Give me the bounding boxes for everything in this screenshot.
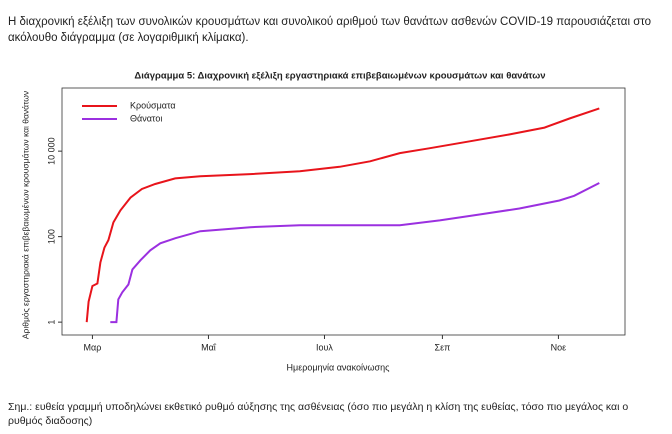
x-tick-label: Ιουλ — [316, 342, 333, 352]
x-tick-label: Μαρ — [84, 342, 102, 352]
x-tick-label: Νοε — [551, 342, 567, 352]
y-tick-label: 1 — [46, 320, 56, 325]
chart-title: Διάγραμμα 5: Διαχρονική εξέλιξη εργαστηρ… — [134, 71, 545, 82]
intro-text: Η διαχρονική εξέλιξη των συνολικών κρουσ… — [8, 16, 652, 44]
x-tick-label: Σεπ — [435, 342, 451, 352]
y-tick-label: 10 000 — [46, 137, 56, 165]
legend-label: Κρούσματα — [130, 100, 176, 110]
legend-label: Θάνατοι — [130, 113, 162, 123]
plot-frame — [61, 87, 626, 336]
series-line — [85, 107, 600, 323]
y-tick-label: 100 — [46, 229, 56, 244]
note: Σημ.: ευθεία γραμμή υποδηλώνει εκθετικό … — [8, 401, 629, 427]
x-axis-label: Ημερομηνία ανακοίνωσης — [287, 362, 391, 372]
series-line — [110, 182, 600, 324]
y-axis-label: Αριθμός εργαστηριακά επιβεβαιωμένων κρου… — [20, 91, 30, 339]
x-tick-label: Μαΐ — [201, 342, 217, 352]
